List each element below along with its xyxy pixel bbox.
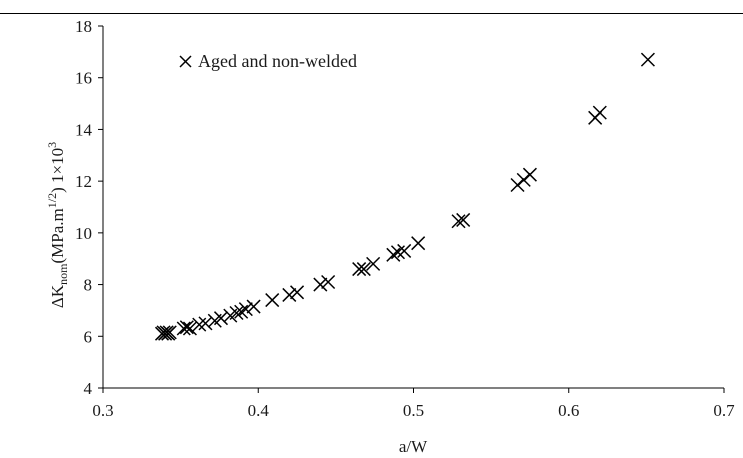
- data-point: [179, 320, 194, 335]
- y-axis-title-sub: nom: [56, 263, 70, 285]
- data-points: [154, 52, 655, 341]
- data-point: [290, 285, 305, 300]
- y-tick-label: 16: [75, 69, 92, 88]
- x-tick-label: 0.6: [558, 401, 579, 420]
- y-tick-label: 10: [75, 224, 92, 243]
- y-axis-title-sup2: 3: [45, 142, 59, 148]
- legend-marker-x-icon: [179, 55, 192, 68]
- legend: Aged and non-welded: [179, 51, 357, 71]
- y-axis-title-sup: 1/2: [45, 193, 59, 208]
- data-point: [198, 316, 213, 331]
- x-tick-label: 0.5: [403, 401, 424, 420]
- data-point: [234, 304, 249, 319]
- y-axis-title-delta: ΔK: [48, 284, 67, 308]
- data-point: [192, 317, 207, 332]
- data-point: [397, 243, 412, 258]
- data-point: [162, 325, 177, 340]
- data-point: [356, 262, 371, 277]
- data-point: [213, 311, 229, 326]
- y-axis-title: ΔKnom(MPa.m1/2) 1×103: [45, 142, 70, 308]
- x-tick-label: 0.3: [92, 401, 113, 420]
- data-point: [182, 321, 197, 336]
- data-point: [246, 299, 261, 314]
- y-tick-label: 6: [84, 327, 93, 346]
- data-point: [176, 321, 191, 336]
- y-tick-label: 8: [84, 276, 93, 295]
- data-point: [522, 167, 537, 182]
- y-tick-label: 14: [75, 120, 93, 139]
- data-point: [352, 262, 367, 277]
- y-axis-title-end: ) 1×10: [48, 148, 67, 193]
- data-point: [238, 302, 253, 317]
- data-point: [451, 214, 466, 229]
- y-tick-label: 12: [75, 172, 92, 191]
- x-axis-title: a/W: [399, 437, 428, 456]
- data-point: [313, 277, 328, 292]
- data-point: [411, 236, 426, 251]
- y-tick-label: 4: [84, 379, 93, 398]
- x-tick-label: 0.7: [713, 401, 735, 420]
- data-point: [366, 256, 381, 271]
- data-point: [592, 105, 607, 120]
- data-point: [456, 212, 471, 227]
- data-point: [282, 287, 297, 302]
- data-point: [386, 247, 401, 262]
- y-axis-title-mid: (MPa.m: [48, 208, 67, 263]
- y-tick-label: 18: [75, 17, 92, 36]
- data-point: [265, 293, 280, 308]
- legend-label: Aged and non-welded: [198, 51, 357, 71]
- x-tick-label: 0.4: [248, 401, 270, 420]
- ticks: 4 6 8 10 12 14 16 18 0.3 0.4 0.5 0.6 0.7: [75, 17, 735, 420]
- data-point: [640, 52, 655, 67]
- data-point: [229, 305, 244, 321]
- data-point: [390, 245, 406, 260]
- data-point: [321, 274, 336, 290]
